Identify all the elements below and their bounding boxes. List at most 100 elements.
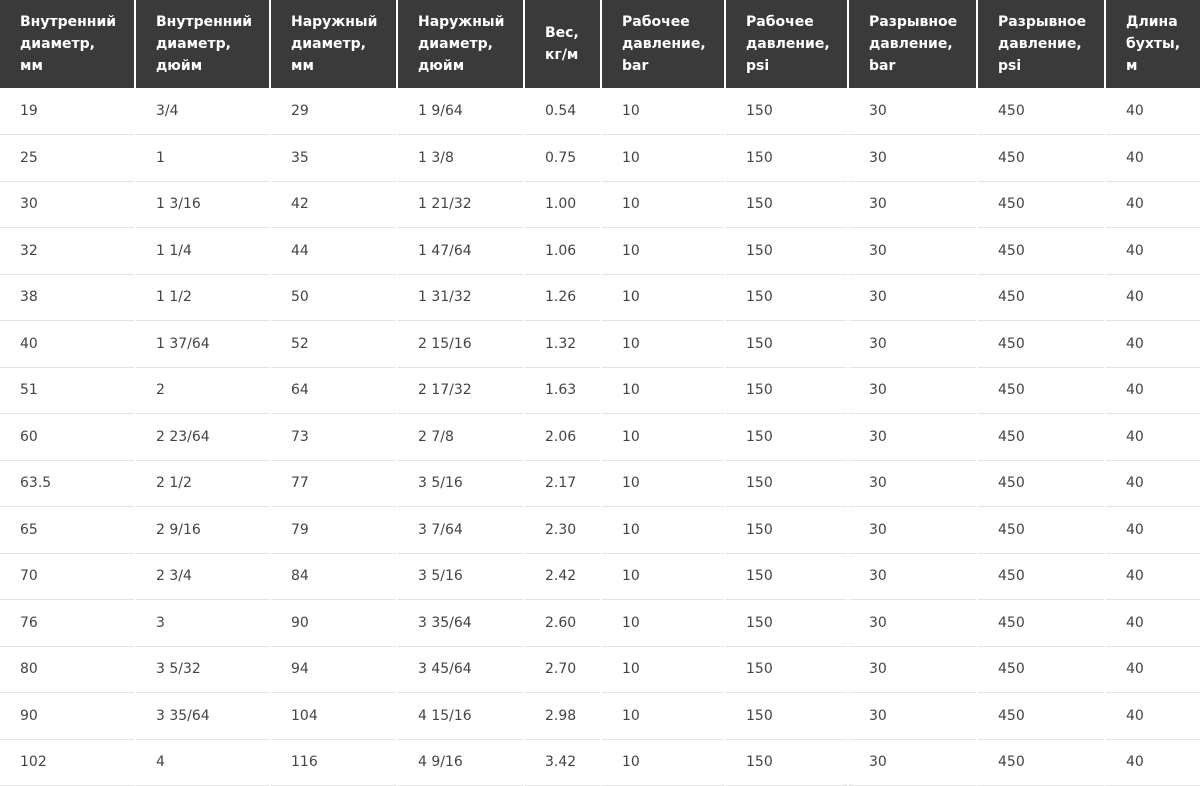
table-cell: 40: [1105, 181, 1200, 228]
table-row: 60 2 23/64 73 2 7/8 2.06 10 150 30 450 40: [0, 413, 1200, 461]
table-cell: 2.60: [524, 599, 602, 647]
table-cell: 40: [1105, 367, 1200, 414]
table-row: 25 1 35 1 3/8 0.75 10 150 30 450 40: [0, 134, 1200, 182]
column-header: Наружный диаметр, дюйм: [397, 0, 525, 88]
table-cell: 3: [135, 599, 271, 647]
table-cell: 1.06: [524, 227, 602, 275]
table-cell: 30: [848, 599, 978, 647]
column-header: Рабочее давление, bar: [601, 0, 726, 88]
table-row: 102 4 116 4 9/16 3.42 10 150 30 450 40: [0, 739, 1200, 786]
column-header: Внутренний диаметр, мм: [0, 0, 136, 88]
table-cell: 40: [1105, 88, 1200, 135]
table-cell: 10: [601, 134, 726, 182]
table-cell: 10: [601, 274, 726, 321]
table-cell: 73: [270, 413, 398, 461]
table-row: 90 3 35/64 104 4 15/16 2.98 10 150 30 450 40: [0, 692, 1200, 740]
table-cell: 2 23/64: [135, 413, 271, 461]
table-cell: 10: [601, 506, 726, 554]
table-cell: 2 17/32: [397, 367, 525, 414]
table-row: 32 1 1/4 44 1 47/64 1.06 10 150 30 450 40: [0, 227, 1200, 275]
table-cell: 1.32: [524, 320, 602, 368]
table-cell: 150: [725, 646, 849, 693]
table-cell: 40: [1105, 599, 1200, 647]
table-cell: 40: [0, 320, 136, 368]
table-cell: 52: [270, 320, 398, 368]
table-cell: 3 35/64: [397, 599, 525, 647]
header-row: Внутренний диаметр, мм Внутренний диаметр…: [0, 0, 1200, 88]
table-cell: 32: [0, 227, 136, 275]
table-cell: 76: [0, 599, 136, 647]
table-cell: 70: [0, 553, 136, 600]
table-cell: 1 9/64: [397, 88, 525, 135]
table-cell: 150: [725, 413, 849, 461]
table-cell: 450: [977, 413, 1106, 461]
column-header: Вес, кг/м: [524, 0, 602, 88]
table-cell: 40: [1105, 692, 1200, 740]
table-cell: 1 3/8: [397, 134, 525, 182]
table-cell: 30: [0, 181, 136, 228]
table-cell: 3.42: [524, 739, 602, 786]
table-cell: 102: [0, 739, 136, 786]
table-cell: 42: [270, 181, 398, 228]
table-cell: 40: [1105, 506, 1200, 554]
table-cell: 35: [270, 134, 398, 182]
table-row: 80 3 5/32 94 3 45/64 2.70 10 150 30 450 40: [0, 646, 1200, 693]
table-cell: 450: [977, 739, 1106, 786]
table-cell: 2 1/2: [135, 460, 271, 507]
table-cell: 3 45/64: [397, 646, 525, 693]
table-cell: 450: [977, 692, 1106, 740]
table-cell: 40: [1105, 553, 1200, 600]
table-cell: 40: [1105, 739, 1200, 786]
table-cell: 150: [725, 506, 849, 554]
table-row: 63.5 2 1/2 77 3 5/16 2.17 10 150 30 450 40: [0, 460, 1200, 507]
table-cell: 10: [601, 739, 726, 786]
table-cell: 2.70: [524, 646, 602, 693]
column-header: Длина бухты, м: [1105, 0, 1200, 88]
table-row: 76 3 90 3 35/64 2.60 10 150 30 450 40: [0, 599, 1200, 647]
table-cell: 30: [848, 739, 978, 786]
table-cell: 1 1/4: [135, 227, 271, 275]
table-cell: 150: [725, 320, 849, 368]
table-cell: 30: [848, 181, 978, 228]
table-cell: 450: [977, 181, 1106, 228]
table-cell: 40: [1105, 134, 1200, 182]
table-cell: 1 1/2: [135, 274, 271, 321]
column-header: Рабочее давление, psi: [725, 0, 849, 88]
column-header: Разрывное давление, bar: [848, 0, 978, 88]
table-cell: 2 9/16: [135, 506, 271, 554]
table-cell: 40: [1105, 646, 1200, 693]
table-cell: 450: [977, 553, 1106, 600]
table-cell: 150: [725, 553, 849, 600]
table-cell: 40: [1105, 320, 1200, 368]
table-cell: 10: [601, 88, 726, 135]
table-cell: 150: [725, 367, 849, 414]
table-cell: 10: [601, 227, 726, 275]
table-cell: 10: [601, 599, 726, 647]
table-body: 19 3/4 29 1 9/64 0.54 10 150 30 450 40 25 1 35 1 3/8 0…: [0, 88, 1200, 786]
table-cell: 2.98: [524, 692, 602, 740]
table-cell: 2 15/16: [397, 320, 525, 368]
table-cell: 1.00: [524, 181, 602, 228]
table-cell: 2.42: [524, 553, 602, 600]
table-cell: 64: [270, 367, 398, 414]
table-cell: 450: [977, 320, 1106, 368]
table-cell: 450: [977, 274, 1106, 321]
table-row: 38 1 1/2 50 1 31/32 1.26 10 150 30 450 40: [0, 274, 1200, 321]
table-cell: 1 31/32: [397, 274, 525, 321]
table-cell: 150: [725, 274, 849, 321]
table-cell: 450: [977, 460, 1106, 507]
table-cell: 77: [270, 460, 398, 507]
table-cell: 50: [270, 274, 398, 321]
table-cell: 1 21/32: [397, 181, 525, 228]
table-cell: 30: [848, 460, 978, 507]
table-cell: 10: [601, 367, 726, 414]
table-cell: 3 7/64: [397, 506, 525, 554]
table-cell: 30: [848, 320, 978, 368]
table-cell: 94: [270, 646, 398, 693]
table-cell: 2.06: [524, 413, 602, 461]
table-cell: 450: [977, 367, 1106, 414]
table-cell: 116: [270, 739, 398, 786]
table-cell: 2.17: [524, 460, 602, 507]
table-cell: 40: [1105, 460, 1200, 507]
